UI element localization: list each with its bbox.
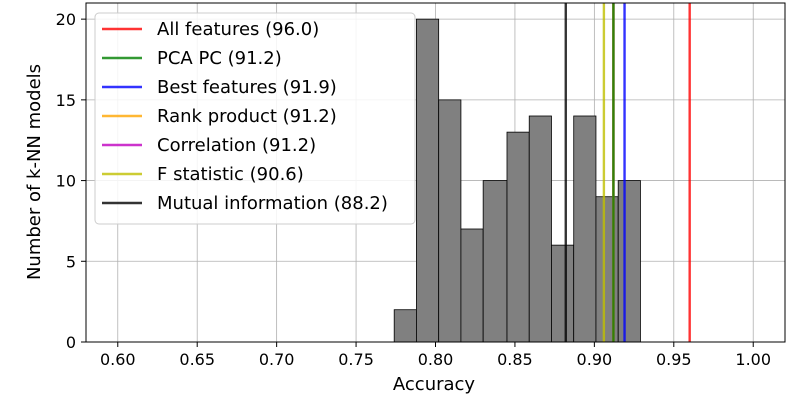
x-tick-label: 0.95 [656, 350, 692, 369]
y-tick-label: 0 [66, 333, 76, 352]
y-tick-label: 20 [56, 10, 76, 29]
histogram-bar [506, 131, 530, 343]
legend: All features (96.0) PCA PC (91.2) Best fea… [94, 12, 416, 225]
legend-box [94, 12, 416, 225]
y-axis-ticks: 0 5 10 15 20 [56, 10, 86, 352]
histogram-bar [595, 196, 619, 343]
x-axis-ticks: 0.60 0.65 0.70 0.75 0.80 0.85 0.90 0.95 1.00 [100, 342, 771, 369]
x-tick-label: 0.90 [577, 350, 613, 369]
histogram-bar [393, 309, 417, 343]
x-tick-label: 1.00 [735, 350, 771, 369]
histogram-bar [617, 180, 641, 343]
histogram-bar [482, 180, 508, 343]
legend-label: Correlation (91.2) [157, 135, 316, 156]
x-tick-label: 0.80 [418, 350, 454, 369]
y-tick-label: 15 [56, 91, 76, 110]
y-axis-label: Number of k-NN models [24, 64, 45, 280]
x-tick-label: 0.60 [100, 350, 136, 369]
histogram-bar [528, 115, 552, 343]
histogram-bar [573, 115, 597, 343]
legend-label: Rank product (91.2) [157, 106, 337, 127]
histogram-bar [551, 244, 575, 343]
y-tick-label: 5 [66, 252, 76, 271]
legend-label: F statistic (90.6) [157, 164, 304, 185]
histogram-bar [460, 228, 484, 343]
legend-label: Best features (91.9) [157, 77, 337, 98]
x-tick-label: 0.65 [179, 350, 215, 369]
y-tick-label: 10 [56, 172, 76, 191]
x-tick-label: 0.85 [497, 350, 533, 369]
histogram-bar [438, 99, 462, 343]
legend-label: PCA PC (91.2) [157, 48, 282, 69]
histogram-bar [416, 18, 440, 343]
x-tick-label: 0.75 [338, 350, 374, 369]
legend-label: All features (96.0) [157, 19, 319, 40]
legend-label: Mutual information (88.2) [157, 193, 388, 214]
reference-lines [564, 3, 691, 342]
x-tick-label: 0.70 [259, 350, 295, 369]
x-axis-label: Accuracy [393, 374, 476, 395]
